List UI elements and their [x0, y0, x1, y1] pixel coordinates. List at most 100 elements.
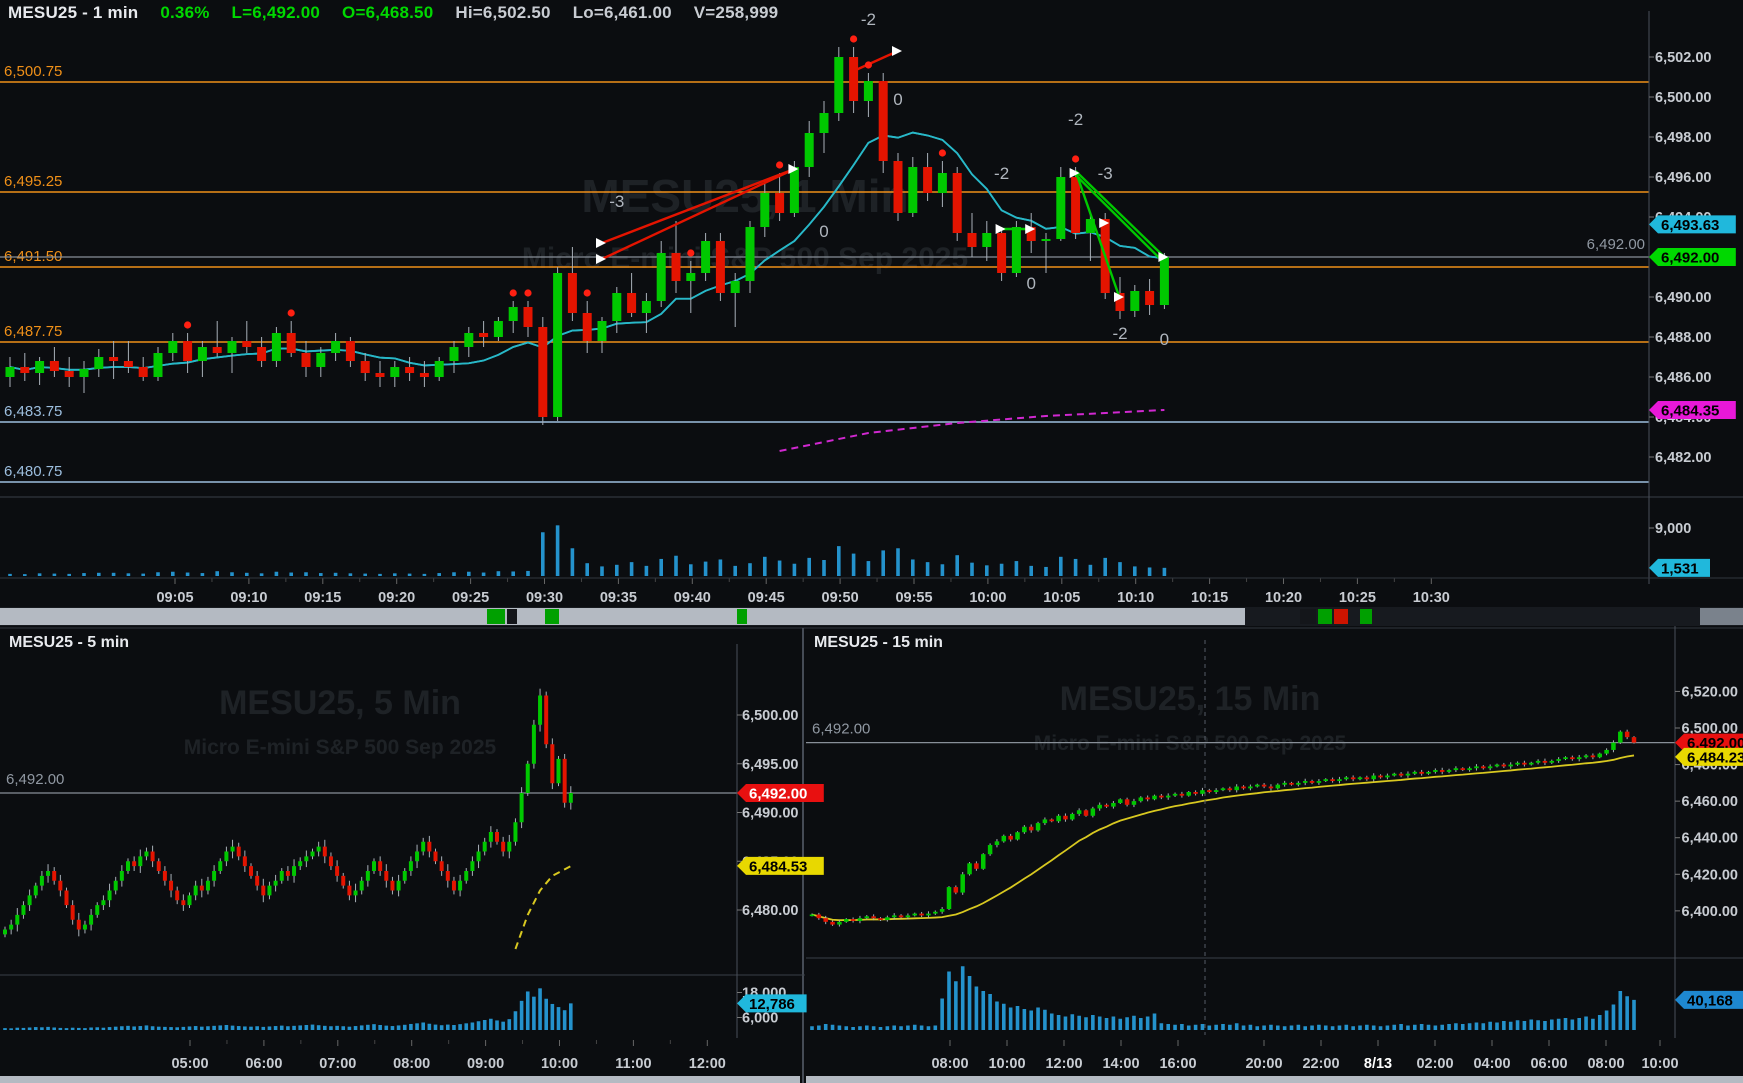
candle-body	[912, 913, 917, 916]
volume-bar	[1002, 1003, 1006, 1030]
volume-bar	[372, 1024, 376, 1030]
candle-body	[415, 851, 420, 862]
signal-dot	[1072, 155, 1080, 163]
scrollbar-marker	[507, 609, 517, 624]
panel-title-5min: MESU25 - 5 min	[9, 634, 130, 651]
volume-bar	[1529, 1019, 1534, 1030]
candle-body	[197, 347, 207, 361]
volume-bar	[1604, 1010, 1609, 1030]
candle-body	[1515, 762, 1520, 765]
price-axis-label: 6,490.00	[1655, 290, 1711, 306]
candle-body	[271, 333, 281, 361]
volume-bar	[1152, 1013, 1157, 1030]
watermark-symbol: MESU25, 5 Min	[219, 684, 461, 722]
candle-body	[508, 307, 518, 321]
candle-body	[1063, 815, 1068, 820]
volume-bar	[585, 563, 589, 576]
volume-bar	[15, 1027, 20, 1030]
time-axis-label: 12:00	[689, 1056, 726, 1072]
candle-body	[1111, 802, 1116, 807]
candle-body	[341, 875, 346, 886]
volume-bar	[1323, 1025, 1328, 1030]
volume-bar	[1200, 1024, 1205, 1030]
volume-bar	[8, 573, 12, 576]
volume-bar	[1186, 1025, 1191, 1030]
volume-bar	[83, 1028, 87, 1030]
price-badge	[1675, 990, 1743, 1009]
watermark-description: Micro E-mini S&P 500 Sep 2025	[1034, 732, 1347, 755]
volume-bar	[402, 1024, 407, 1030]
volume-bar	[763, 556, 767, 576]
time-axis-label: 10:25	[1339, 590, 1376, 606]
volume-bar	[689, 564, 693, 576]
volume-axis-label: 6,000	[742, 1011, 778, 1027]
volume-bar	[319, 573, 323, 576]
candle-body	[1405, 773, 1411, 776]
candle-body	[1412, 771, 1418, 774]
volume-bar	[1419, 1024, 1424, 1030]
candle-body	[1220, 788, 1226, 791]
scrollbar-thumb[interactable]	[806, 1076, 1743, 1083]
candle-body	[1350, 777, 1356, 780]
candle-body	[946, 887, 952, 910]
trendline-anchor-triangle	[1158, 252, 1169, 262]
candle-body	[1494, 764, 1500, 767]
volume-bar	[851, 1027, 855, 1030]
volume-bar	[9, 1028, 13, 1030]
candle-body	[1563, 757, 1568, 760]
wave-count-label: -2	[994, 164, 1009, 183]
candle-body	[953, 887, 959, 893]
candle-body	[1535, 760, 1541, 763]
candle-body	[205, 880, 210, 891]
scrollbar-thumb[interactable]	[0, 608, 1245, 625]
candle-body	[434, 361, 444, 377]
volume-bar	[1426, 1024, 1431, 1030]
candle-body	[919, 913, 924, 916]
volume-bar	[733, 565, 737, 576]
price-badge-text: 6,493.63	[1661, 217, 1719, 234]
candle-body	[445, 871, 450, 881]
volume-bar	[1433, 1025, 1438, 1030]
volume-bar	[1399, 1024, 1403, 1030]
candle-body	[1474, 766, 1479, 769]
scrollbar-thumb[interactable]	[0, 1076, 800, 1083]
time-axis-label: 04:00	[1473, 1056, 1510, 1072]
volume-bar	[111, 572, 116, 576]
candle-body	[1385, 775, 1390, 778]
volume-bar	[255, 1026, 259, 1030]
volume-bar	[544, 998, 548, 1030]
volume-bar	[467, 571, 471, 576]
volume-bar	[1159, 1023, 1164, 1030]
candle-body	[967, 863, 972, 875]
volume-bar	[341, 1026, 346, 1030]
volume-bar	[95, 1027, 100, 1030]
volume-bar	[64, 1028, 69, 1030]
candle-body	[493, 321, 503, 337]
candle-body	[335, 866, 340, 876]
volume-bar	[323, 1025, 327, 1030]
candle-body	[1026, 227, 1036, 241]
volume-bar	[378, 573, 382, 576]
wave-count-label: 0	[1026, 274, 1035, 293]
candle-body	[82, 924, 87, 930]
candle-body	[994, 841, 1000, 846]
volume-bar	[919, 1025, 924, 1030]
candle-body	[464, 871, 469, 881]
volume-bar	[274, 571, 279, 576]
volume-bar	[1282, 1026, 1287, 1030]
volume-bar	[224, 1025, 229, 1030]
volume-bar	[507, 1019, 512, 1030]
candle-body	[1200, 790, 1205, 794]
time-axis-label: 11:00	[615, 1056, 651, 1072]
volume-bar	[1365, 1024, 1369, 1030]
price-axis-label: 6,500.00	[1655, 90, 1711, 106]
volume-bar	[230, 1025, 235, 1030]
volume-bar	[218, 1025, 223, 1030]
candle-body	[193, 885, 198, 896]
volume-bar	[1556, 1018, 1561, 1030]
volume-bar	[175, 1027, 179, 1030]
volume-bar	[555, 525, 560, 576]
candle-body	[597, 321, 607, 341]
candle-body	[686, 273, 696, 281]
